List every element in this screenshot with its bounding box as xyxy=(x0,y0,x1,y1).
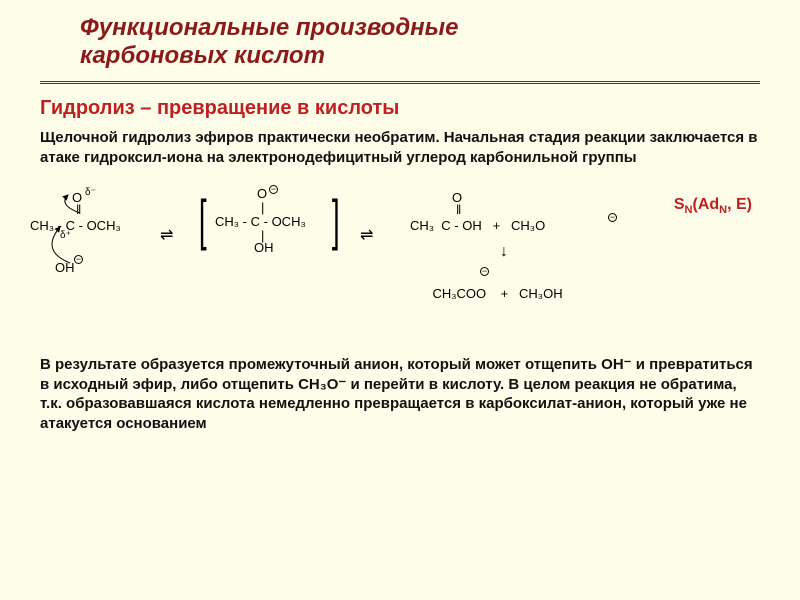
section-title: Гидролиз – превращение в кислоты xyxy=(40,97,760,120)
paragraph-1: Щелочной гидролиз эфиров практически нео… xyxy=(40,128,760,167)
down-arrow: ↓ xyxy=(500,243,508,261)
species-intermediate: O − | CH₃ - C - OCH₃ | OH xyxy=(215,187,229,296)
equilibrium-arrow-1: ⇌ xyxy=(160,225,171,245)
bracket-left: [ xyxy=(199,187,207,252)
paragraph-2: В результате образуется промежуточный ан… xyxy=(40,355,760,433)
equilibrium-arrow-2: ⇌ xyxy=(360,225,371,245)
reaction-scheme: O δ⁻ ‖ CH₃ - C - OCH₃ δ⁺ OH − ⇌ [ O − | … xyxy=(30,181,770,351)
species-ester: O δ⁻ ‖ CH₃ - C - OCH₃ δ⁺ OH − xyxy=(30,191,44,314)
species-products: O ‖ CH₃ C - OH + CH₃O − xyxy=(410,191,424,273)
bracket-right: ] xyxy=(332,187,340,252)
title-line-2: карбоновых кислот xyxy=(80,42,760,70)
title-divider xyxy=(40,81,760,85)
title-line-1: Функциональные производные xyxy=(80,14,760,42)
species-final: CH₃COO + CH₃OH − xyxy=(418,273,563,328)
